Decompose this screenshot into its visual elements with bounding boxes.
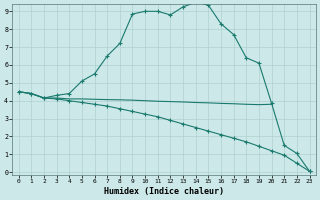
X-axis label: Humidex (Indice chaleur): Humidex (Indice chaleur) bbox=[104, 187, 224, 196]
